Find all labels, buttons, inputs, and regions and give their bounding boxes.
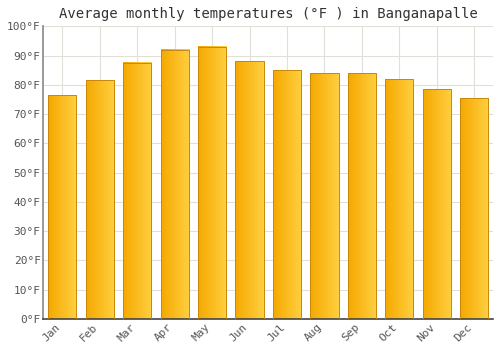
Title: Average monthly temperatures (°F ) in Banganapalle: Average monthly temperatures (°F ) in Ba… — [59, 7, 478, 21]
